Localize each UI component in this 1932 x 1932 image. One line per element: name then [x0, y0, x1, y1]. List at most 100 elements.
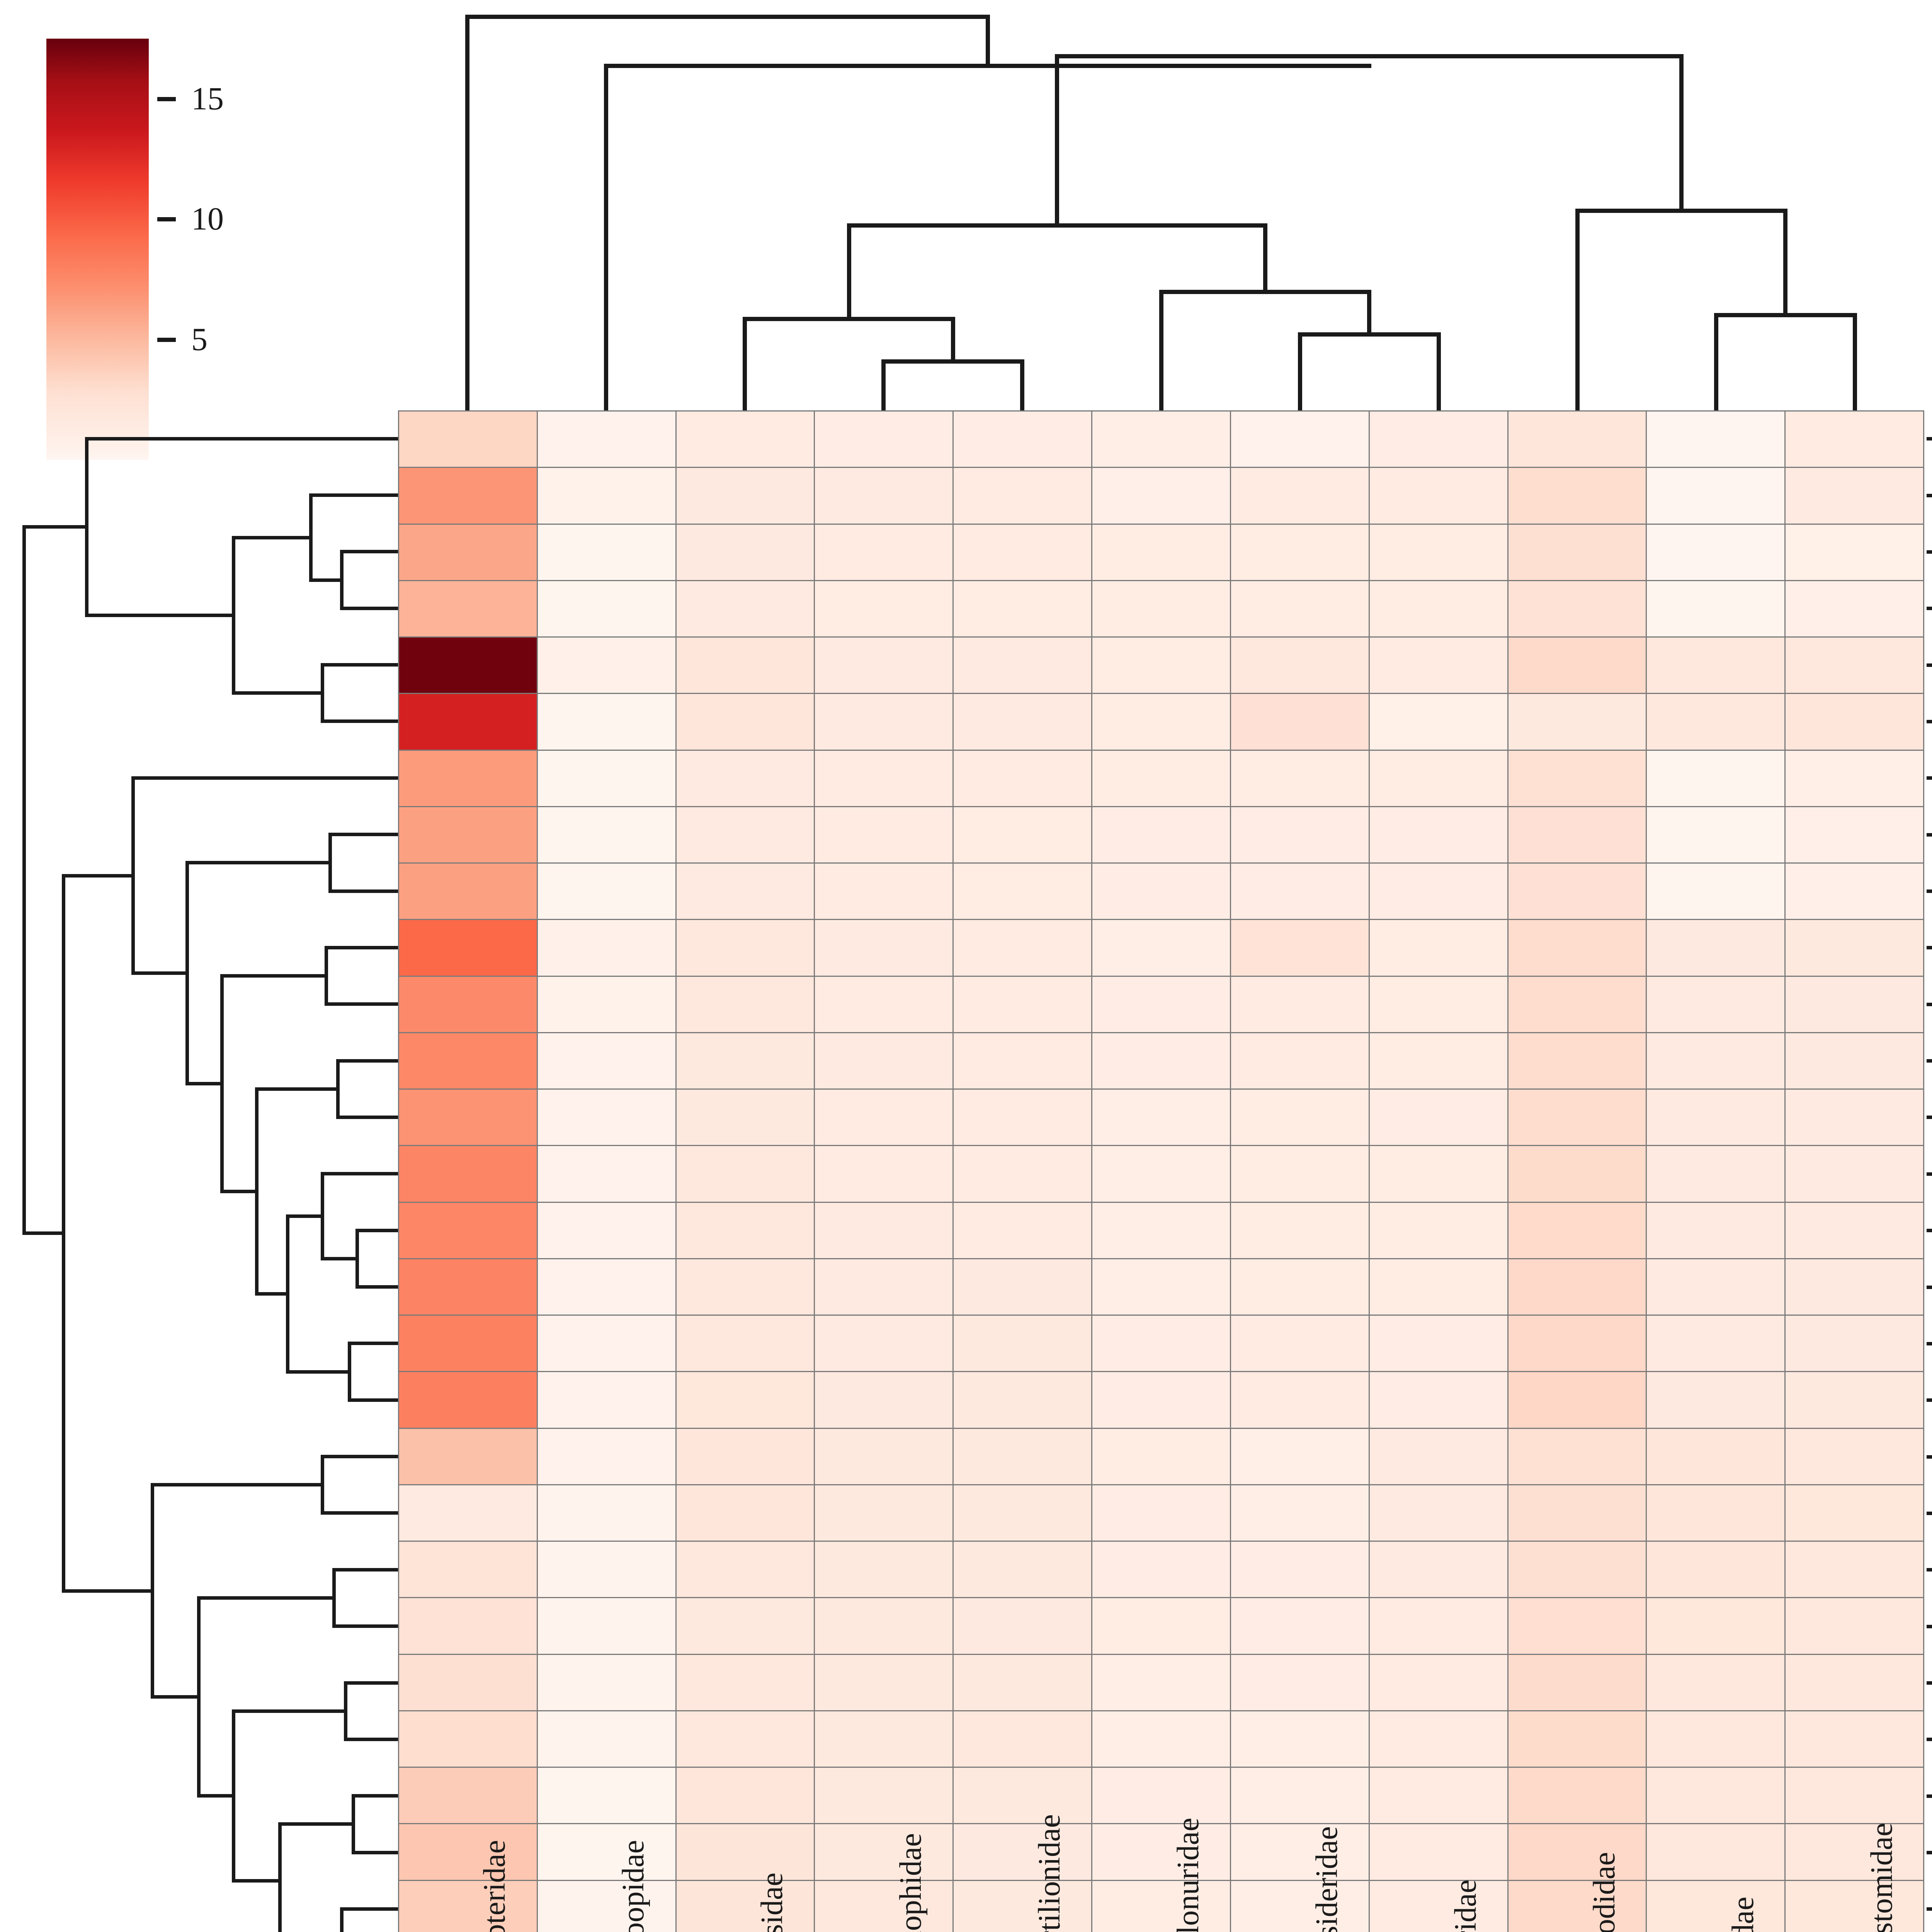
- heatmap-cell[interactable]: [399, 1372, 537, 1428]
- heatmap-cell[interactable]: [1231, 1598, 1369, 1654]
- heatmap-cell[interactable]: [1092, 864, 1230, 919]
- heatmap-cell[interactable]: [676, 1711, 814, 1767]
- heatmap-cell[interactable]: [676, 468, 814, 524]
- heatmap-cell[interactable]: [1786, 1711, 1923, 1767]
- heatmap-cell[interactable]: [1092, 1259, 1230, 1315]
- heatmap-cell[interactable]: [1231, 1202, 1369, 1258]
- heatmap-cell[interactable]: [815, 1429, 953, 1484]
- heatmap-cell[interactable]: [1786, 1824, 1923, 1880]
- heatmap-cell[interactable]: [399, 864, 537, 919]
- heatmap-cell[interactable]: [1508, 1259, 1646, 1315]
- heatmap-cell[interactable]: [1092, 1768, 1230, 1823]
- heatmap-cell[interactable]: [1647, 1202, 1785, 1258]
- heatmap-cell[interactable]: [1092, 524, 1230, 580]
- heatmap-cell[interactable]: [1508, 864, 1646, 919]
- heatmap-cell[interactable]: [1508, 1429, 1646, 1484]
- heatmap-cell[interactable]: [1508, 694, 1646, 750]
- heatmap-cell[interactable]: [676, 412, 814, 467]
- heatmap-cell[interactable]: [954, 581, 1092, 636]
- heatmap-cell[interactable]: [537, 638, 675, 693]
- heatmap-cell[interactable]: [954, 1711, 1092, 1767]
- heatmap-cell[interactable]: [537, 412, 675, 467]
- heatmap-cell[interactable]: [399, 1033, 537, 1088]
- heatmap-cell[interactable]: [1786, 976, 1923, 1032]
- heatmap-cell[interactable]: [1369, 1033, 1507, 1088]
- heatmap-cell[interactable]: [1786, 524, 1923, 580]
- heatmap-cell[interactable]: [1508, 1768, 1646, 1823]
- heatmap-cell[interactable]: [1369, 1485, 1507, 1541]
- heatmap-cell[interactable]: [1231, 1824, 1369, 1880]
- heatmap-cell[interactable]: [399, 581, 537, 636]
- heatmap-cell[interactable]: [1231, 1768, 1369, 1823]
- heatmap-cell[interactable]: [537, 1259, 675, 1315]
- heatmap-cell[interactable]: [1647, 750, 1785, 806]
- heatmap-cell[interactable]: [1231, 1259, 1369, 1315]
- heatmap-cell[interactable]: [954, 524, 1092, 580]
- heatmap-cell[interactable]: [1647, 1881, 1785, 1932]
- heatmap-cell[interactable]: [1092, 694, 1230, 750]
- heatmap-cell[interactable]: [815, 1033, 953, 1088]
- heatmap-cell[interactable]: [1786, 1033, 1923, 1088]
- heatmap-cell[interactable]: [954, 638, 1092, 693]
- heatmap-cell[interactable]: [1369, 524, 1507, 580]
- heatmap-cell[interactable]: [815, 1485, 953, 1541]
- heatmap-cell[interactable]: [399, 750, 537, 806]
- heatmap-cell[interactable]: [537, 1655, 675, 1710]
- heatmap-cell[interactable]: [1508, 638, 1646, 693]
- heatmap-cell[interactable]: [537, 1316, 675, 1371]
- heatmap-cell[interactable]: [1647, 1711, 1785, 1767]
- heatmap-cell[interactable]: [676, 1598, 814, 1654]
- heatmap-cell[interactable]: [1647, 976, 1785, 1032]
- heatmap-cell[interactable]: [676, 1768, 814, 1823]
- heatmap-cell[interactable]: [1508, 1372, 1646, 1428]
- heatmap-cell[interactable]: [676, 1033, 814, 1088]
- heatmap-cell[interactable]: [1647, 1598, 1785, 1654]
- heatmap-cell[interactable]: [815, 694, 953, 750]
- heatmap-cell[interactable]: [954, 864, 1092, 919]
- heatmap-cell[interactable]: [954, 1768, 1092, 1823]
- heatmap-cell[interactable]: [1647, 807, 1785, 862]
- heatmap-cell[interactable]: [1231, 1033, 1369, 1088]
- heatmap-cell[interactable]: [1786, 581, 1923, 636]
- heatmap-cell[interactable]: [1231, 694, 1369, 750]
- heatmap-cell[interactable]: [1786, 1202, 1923, 1258]
- heatmap-cell[interactable]: [1786, 864, 1923, 919]
- heatmap-cell[interactable]: [1369, 976, 1507, 1032]
- heatmap-cell[interactable]: [1508, 920, 1646, 976]
- heatmap-cell[interactable]: [1647, 412, 1785, 467]
- heatmap-cell[interactable]: [1647, 1429, 1785, 1484]
- heatmap-cell[interactable]: [1508, 1598, 1646, 1654]
- heatmap-cell[interactable]: [1508, 1033, 1646, 1088]
- heatmap-cell[interactable]: [399, 807, 537, 862]
- heatmap-cell[interactable]: [537, 1146, 675, 1202]
- heatmap-cell[interactable]: [1369, 1598, 1507, 1654]
- heatmap-cell[interactable]: [815, 864, 953, 919]
- heatmap-cell[interactable]: [1231, 864, 1369, 919]
- heatmap-cell[interactable]: [399, 1485, 537, 1541]
- heatmap-cell[interactable]: [1508, 1711, 1646, 1767]
- heatmap-cell[interactable]: [954, 1824, 1092, 1880]
- heatmap-cell[interactable]: [676, 1824, 814, 1880]
- heatmap-cell[interactable]: [1508, 412, 1646, 467]
- heatmap-cell[interactable]: [676, 1429, 814, 1484]
- heatmap-cell[interactable]: [1092, 750, 1230, 806]
- heatmap-cell[interactable]: [1092, 1090, 1230, 1145]
- heatmap-cell[interactable]: [1508, 807, 1646, 862]
- heatmap-cell[interactable]: [815, 1598, 953, 1654]
- heatmap-cell[interactable]: [1092, 920, 1230, 976]
- heatmap-cell[interactable]: [1369, 1655, 1507, 1710]
- heatmap-cell[interactable]: [1369, 750, 1507, 806]
- heatmap-cell[interactable]: [399, 638, 537, 693]
- heatmap-cell[interactable]: [1786, 1316, 1923, 1371]
- heatmap-cell[interactable]: [954, 750, 1092, 806]
- heatmap-cell[interactable]: [1092, 1429, 1230, 1484]
- heatmap-cell[interactable]: [676, 581, 814, 636]
- heatmap-cell[interactable]: [815, 1316, 953, 1371]
- heatmap-cell[interactable]: [1786, 638, 1923, 693]
- heatmap-cell[interactable]: [954, 694, 1092, 750]
- heatmap-cell[interactable]: [1231, 1655, 1369, 1710]
- heatmap-cell[interactable]: [1231, 807, 1369, 862]
- heatmap-cell[interactable]: [1092, 1202, 1230, 1258]
- heatmap-cell[interactable]: [399, 1202, 537, 1258]
- heatmap-cell[interactable]: [399, 1542, 537, 1597]
